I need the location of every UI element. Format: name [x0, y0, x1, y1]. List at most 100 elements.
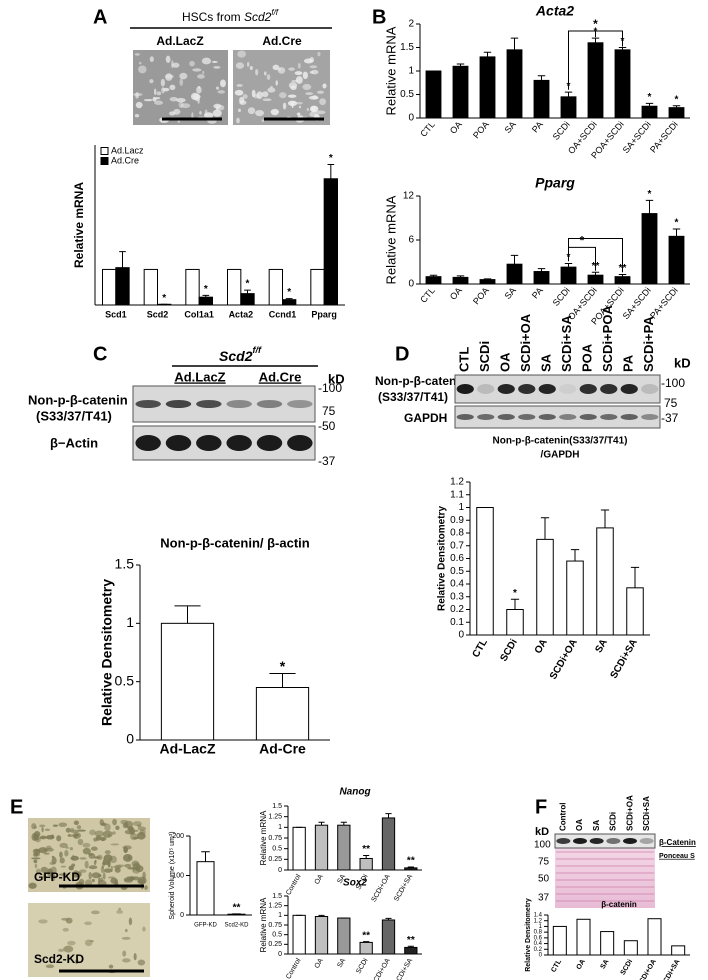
cell [263, 71, 267, 76]
bar [404, 946, 418, 955]
error-bar [327, 164, 335, 179]
cell [201, 57, 212, 65]
cell [31, 823, 37, 830]
cell [161, 87, 165, 94]
cell [124, 928, 128, 933]
cell [58, 948, 65, 953]
x-tick-label: SCDi+SA [660, 958, 681, 980]
cell [291, 79, 299, 83]
significance: * [246, 279, 250, 290]
band [606, 838, 621, 844]
cell [79, 869, 87, 873]
marker: -100 [661, 376, 685, 390]
cell [291, 101, 294, 109]
lane-label: SCDi [609, 812, 618, 831]
x-tick-label: OA [448, 285, 464, 301]
y-tick-label: 1.5 [400, 42, 414, 53]
bar [160, 622, 215, 741]
cell [306, 107, 309, 112]
cell [137, 879, 146, 885]
panel-label: D [395, 343, 409, 365]
x-tick-label: Scd2-KD [224, 923, 249, 929]
bar [479, 56, 496, 119]
bar [102, 268, 117, 306]
cell [272, 64, 280, 71]
y-tick-label: 6 [408, 235, 414, 246]
error-bar [630, 566, 640, 588]
bar [282, 299, 297, 306]
y-tick-label: 0 [458, 630, 464, 641]
bar [600, 931, 615, 956]
cell [169, 84, 176, 90]
cell [137, 959, 146, 966]
bar [314, 824, 329, 871]
cell [179, 72, 188, 80]
bar [452, 276, 469, 285]
cell [296, 112, 301, 116]
y-tick-label: 0 [408, 279, 414, 290]
band [196, 435, 222, 451]
blot [132, 385, 316, 423]
error-bar [363, 941, 370, 943]
bar [614, 276, 631, 285]
cell [70, 855, 79, 861]
bar [337, 824, 351, 871]
significance: ** [407, 935, 415, 946]
cell [132, 821, 142, 827]
legend-label: Ad.Cre [111, 155, 139, 165]
cell [98, 877, 101, 884]
y-tick-label: 0.2 [534, 947, 543, 953]
cell [295, 76, 303, 84]
cell [317, 90, 324, 94]
y-tick-label: 1.5 [272, 803, 282, 810]
cell [199, 110, 202, 115]
y-tick-label: 0.4 [534, 941, 543, 947]
cell [247, 107, 256, 115]
band [641, 384, 659, 394]
bar [596, 527, 614, 636]
cell [114, 867, 121, 873]
gene: Scd2 [244, 10, 272, 24]
error-bar [483, 51, 492, 57]
lane-label: POA [580, 343, 595, 372]
error-bar [456, 63, 465, 67]
x-tick-label: Ad-LacZ [160, 741, 216, 757]
cell [282, 102, 287, 110]
cell [236, 84, 243, 87]
significance: ** [362, 930, 370, 941]
x-tick-label: Control [285, 873, 303, 896]
band [639, 838, 654, 844]
marker: -50 [318, 419, 336, 433]
cell [91, 872, 101, 879]
cell [133, 829, 139, 832]
bar [587, 274, 604, 285]
y-tick-label: 0.8 [534, 930, 543, 936]
x-tick-label: SCDi [551, 119, 572, 142]
x-tick-label: SCDi+OA [370, 873, 391, 903]
cell [196, 86, 202, 94]
y-tick-label: 0.75 [268, 922, 282, 929]
chart-title: Non-p-β-catenin(S33/37/T41) [492, 436, 627, 447]
significance: ** [233, 902, 241, 913]
cell [115, 825, 120, 831]
ponceau-membrane [555, 848, 655, 908]
cell [123, 846, 128, 854]
y-axis-label: Relative mRNA [72, 182, 86, 268]
band [196, 400, 222, 408]
y-tick-label: 12 [403, 191, 415, 202]
cell [134, 53, 141, 56]
cell [43, 849, 47, 852]
unit: kD [328, 371, 345, 386]
cell [58, 873, 69, 876]
cell [152, 96, 157, 102]
bar [641, 213, 658, 285]
x-tick-label: PA+SCDi [648, 119, 680, 154]
significance: * [648, 92, 652, 103]
row-label: (S33/37/T41) [36, 408, 112, 423]
cell [72, 832, 82, 839]
cell [122, 950, 127, 957]
cell [178, 101, 184, 108]
band [497, 384, 515, 394]
cell [133, 92, 143, 97]
x-tick-label: PA+SCDi [648, 285, 680, 320]
